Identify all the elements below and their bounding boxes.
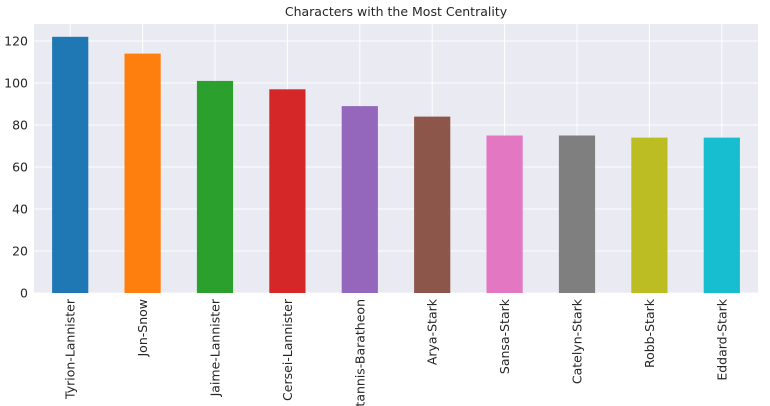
y-tick-label: 120: [4, 34, 28, 49]
y-axis-ticks: 0 20 40 60 80 100 120: [4, 34, 28, 301]
x-tick-label: Jaime-Lannister: [208, 298, 223, 397]
y-tick-label: 80: [12, 118, 28, 133]
y-tick-label: 0: [20, 286, 28, 301]
bar-cersei-lannister: [269, 89, 306, 293]
bar-arya-stark: [414, 116, 451, 293]
x-tick-label: Jon-Snow: [135, 299, 150, 358]
x-tick-label: Tyrion-Lannister: [63, 298, 78, 400]
x-tick-label: Robb-Stark: [642, 298, 657, 368]
bar-stannis-baratheon: [341, 106, 378, 293]
x-axis-ticks: Tyrion-Lannister Jon-Snow Jaime-Lannister C…: [63, 298, 730, 406]
bar-robb-stark: [631, 137, 668, 293]
chart-title: Characters with the Most Centrality: [285, 4, 508, 19]
y-tick-label: 100: [4, 76, 28, 91]
bar-jon-snow: [124, 53, 161, 293]
bar-jaime-lannister: [196, 80, 234, 293]
bars: [52, 36, 740, 294]
x-tick-label: Cersei-Lannister: [280, 298, 295, 401]
x-tick-label: Arya-Stark: [425, 298, 440, 365]
y-tick-label: 60: [12, 160, 28, 175]
y-tick-label: 40: [12, 202, 28, 217]
y-tick-label: 20: [12, 244, 28, 259]
x-tick-label: Catelyn-Stark: [570, 298, 585, 384]
x-tick-label: Sansa-Stark: [497, 298, 512, 374]
bar-catelyn-stark: [558, 135, 596, 293]
bar-tyrion-lannister: [52, 36, 89, 294]
bar-sansa-stark: [486, 135, 523, 293]
bar-eddard-stark: [703, 137, 740, 293]
x-tick-label: Stannis-Baratheon: [352, 299, 367, 406]
x-tick-label: Eddard-Stark: [714, 298, 729, 380]
